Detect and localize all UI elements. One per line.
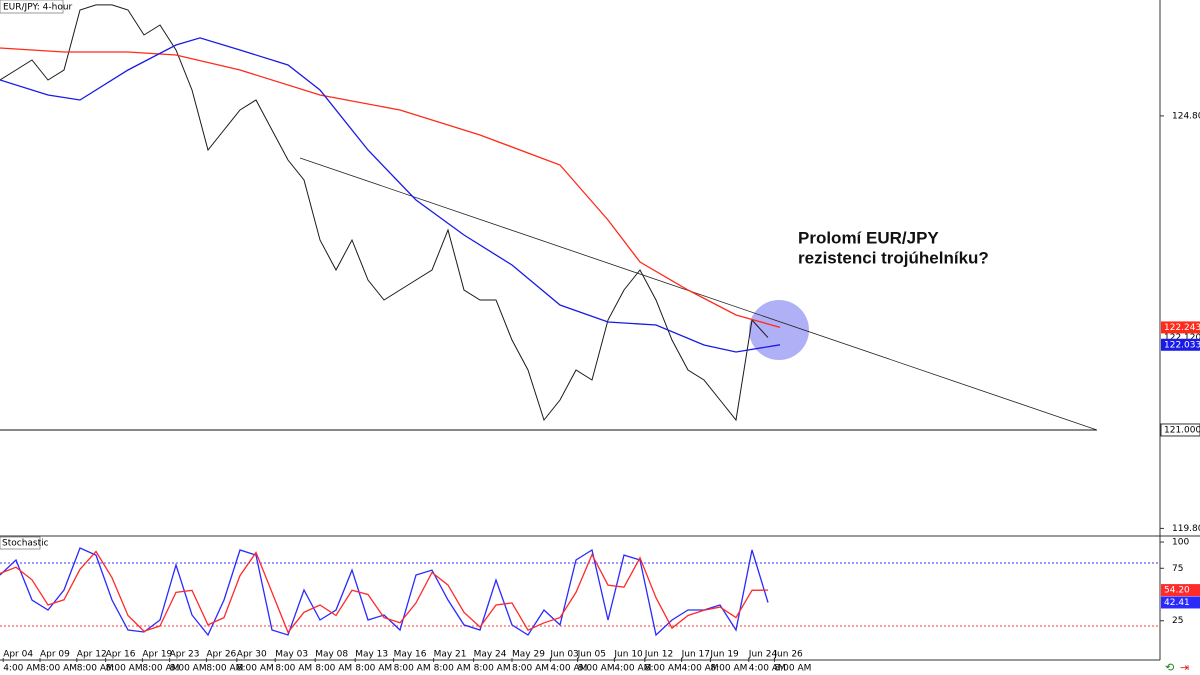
x-tick-time: 8:00 AM [434,664,471,674]
price-label-box [1161,596,1200,609]
x-tick-label: Jun 10 [613,650,643,660]
x-tick-label: Apr 30 [237,650,267,660]
annotation: Prolomí EUR/JPY [798,228,939,247]
x-tick-label: Apr 26 [206,650,236,660]
price-label: 121.000 [1164,425,1200,435]
x-tick-time: 8:00 AM [170,664,207,674]
x-tick-time: 8:00 AM [774,664,811,674]
x-tick-time: 8:00 AM [237,664,274,674]
series-line [0,4,769,422]
x-tick-label: May 16 [394,650,427,660]
price-label-box [1161,321,1200,334]
x-tick-time: 8:00 AM [206,664,243,674]
price-label: 122.033 [1164,340,1200,350]
x-tick-label: Jun 03 [549,650,578,660]
scroll-icon[interactable]: ⇥ [1180,661,1189,674]
price-label: 42.41 [1164,598,1190,608]
y-tick-label: 25 [1172,616,1183,626]
x-tick-label: Jun 12 [644,650,673,660]
x-tick-time: 8:00 AM [315,664,352,674]
price-label-box [1160,423,1200,437]
x-tick-time: 8:00 AM [394,664,431,674]
x-tick-time: 8:00 AM [474,664,511,674]
x-tick-label: Apr 12 [77,650,107,660]
x-tick-label: May 03 [275,650,308,660]
series-line [0,47,781,329]
pane-title-box [0,536,41,550]
x-tick-label: Apr 04 [3,650,33,660]
x-tick-time: 8:00 AM [512,664,549,674]
pane-title: Stochastic [2,539,49,549]
price-label: 122.243 [1164,323,1200,333]
x-tick-label: Apr 09 [40,650,70,660]
x-tick-label: May 08 [315,650,348,660]
title-box [0,0,64,14]
x-tick-label: Apr 23 [170,650,200,660]
price-label-box [1161,584,1200,597]
x-tick-label: May 13 [355,650,388,660]
price-label-box [1161,338,1200,351]
x-tick-time: 8:00 AM [106,664,143,674]
price-label: 122.120 [1164,333,1200,343]
x-tick-time: 8:00 AM [645,664,682,674]
y-tick-label: 124.807 [1172,111,1200,121]
x-tick-label: Jun 26 [773,650,803,660]
y-tick-label: 100 [1172,538,1189,548]
x-tick-time: 4:00 AM [3,664,40,674]
x-tick-time: 4:00 AM [614,664,651,674]
x-tick-time: 4:00 AM [682,664,719,674]
x-tick-label: Apr 19 [142,650,172,660]
x-tick-time: 8:00 AM [275,664,312,674]
x-tick-time: 8:00 AM [710,664,747,674]
annotation: rezistenci trojúhelníku? [798,248,989,267]
x-tick-label: Jun 17 [681,650,710,660]
x-tick-time: 8:00 AM [142,664,179,674]
x-tick-label: Jun 19 [709,650,739,660]
sync-icon[interactable]: ⟲ [1165,661,1174,674]
series-line [0,547,769,637]
y-tick-label: 75 [1172,564,1183,574]
series-line [0,550,769,634]
chart-title: EUR/JPY: 4-hour [3,3,73,13]
x-tick-time: 8:00 AM [355,664,392,674]
x-tick-time: 4:00 AM [749,664,786,674]
x-tick-label: Apr 16 [106,650,136,660]
x-tick-time: 4:00 AM [550,664,587,674]
trend-line [299,157,1098,431]
y-tick-label: 119.807 [1172,524,1200,534]
highlight-circle [749,300,809,360]
x-tick-time: 8:00 AM [578,664,615,674]
x-tick-label: Jun 05 [577,650,606,660]
x-tick-label: Jun 24 [748,650,778,660]
x-tick-time: 8:00 AM [77,664,114,674]
series-line [0,37,781,353]
x-tick-label: May 21 [434,650,467,660]
price-label: 54.20 [1164,586,1190,596]
x-tick-label: May 29 [512,650,545,660]
x-tick-time: 8:00 AM [40,664,77,674]
x-tick-label: May 24 [474,650,507,660]
